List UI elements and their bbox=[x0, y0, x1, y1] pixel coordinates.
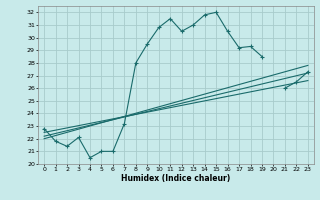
X-axis label: Humidex (Indice chaleur): Humidex (Indice chaleur) bbox=[121, 174, 231, 183]
